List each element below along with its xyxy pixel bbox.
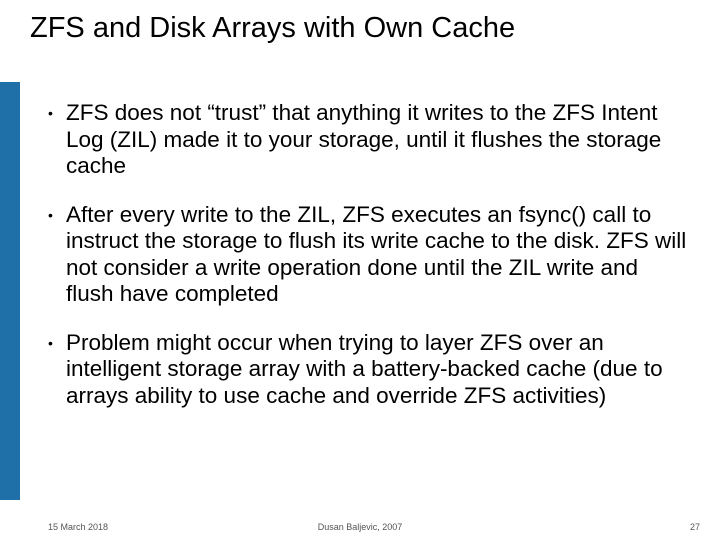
accent-bar xyxy=(0,82,20,500)
slide-title: ZFS and Disk Arrays with Own Cache xyxy=(30,12,670,45)
bullet-text: ZFS does not “trust” that anything it wr… xyxy=(66,100,688,180)
footer-author: Dusan Baljevic, 2007 xyxy=(0,522,720,532)
bullet-marker: • xyxy=(48,202,66,228)
bullet-text: After every write to the ZIL, ZFS execut… xyxy=(66,202,688,308)
bullet-text: Problem might occur when trying to layer… xyxy=(66,330,688,410)
bullet-item: • After every write to the ZIL, ZFS exec… xyxy=(48,202,688,308)
slide-footer: 15 March 2018 Dusan Baljevic, 2007 27 xyxy=(0,516,720,532)
bullet-item: • Problem might occur when trying to lay… xyxy=(48,330,688,410)
footer-page-number: 27 xyxy=(690,522,700,532)
bullet-marker: • xyxy=(48,330,66,356)
bullet-marker: • xyxy=(48,100,66,126)
slide-body: • ZFS does not “trust” that anything it … xyxy=(48,100,688,431)
bullet-item: • ZFS does not “trust” that anything it … xyxy=(48,100,688,180)
